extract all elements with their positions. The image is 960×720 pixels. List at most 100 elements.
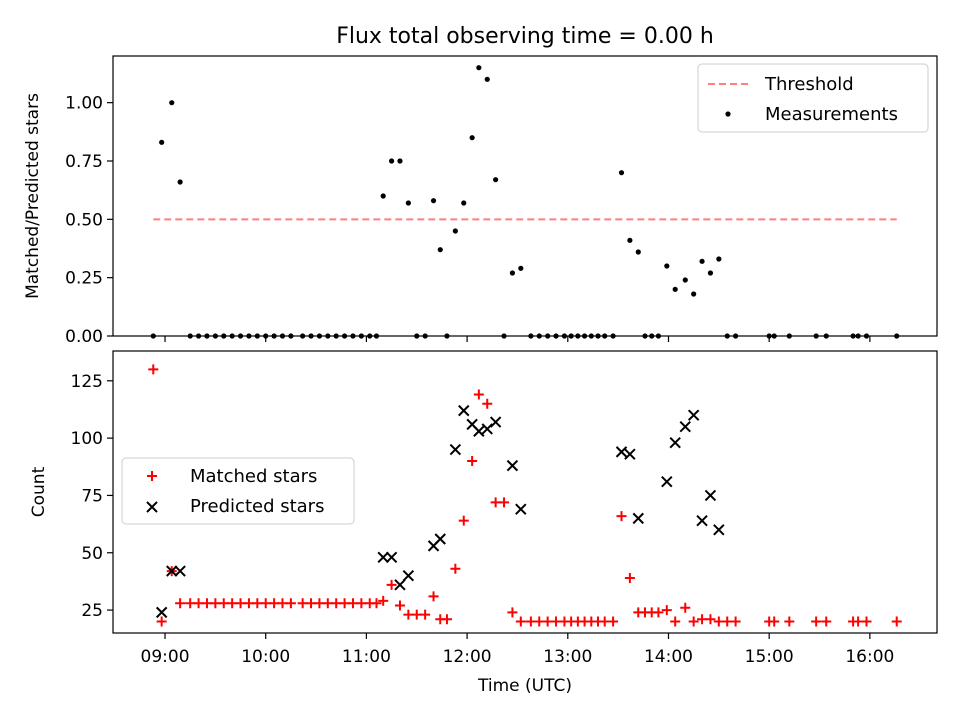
bottom-ytick-label: 50 [81,544,103,564]
measurement-point [177,179,183,185]
top-ytick-label: 0.00 [65,327,103,347]
matched-star-point [608,616,619,627]
matched-star-point [201,598,212,609]
predicted-star-point [704,489,717,502]
matched-star-point [713,616,724,627]
legend-matched-label: Matched stars [190,466,317,487]
bottom-ytick-label: 25 [81,601,103,621]
legend-measurements-label: Measurements [765,104,898,125]
bottom-ylabel: Count [29,466,49,517]
matched-star-point [403,609,414,620]
predicted-star-point [661,475,673,488]
predicted-star-point [515,503,527,515]
top-ytick-label: 0.50 [65,210,103,230]
legend-threshold-label: Threshold [764,74,854,95]
matched-star-point [534,616,545,627]
top-ytick-label: 0.25 [65,269,103,289]
top-panel: Flux total observing time = 0.00 h 0.00 0.… [23,24,938,347]
matched-star-point [331,598,342,609]
matched-star-point [688,616,699,627]
matched-star-point [861,616,872,627]
matched-star-point [347,598,358,609]
measurement-point [635,249,641,255]
predicted-star-point [166,565,178,577]
legend-box [121,457,355,525]
matched-star-point [542,616,553,627]
predicted-star-point [506,459,519,472]
measurement-point [518,265,524,271]
matched-star-point [378,595,389,606]
predicted-star-point [687,409,700,421]
matched-star-point [394,600,405,611]
matched-star-point [306,598,317,609]
xtick-label: 11:00 [342,647,391,667]
measurement-point [452,228,458,234]
x-axis-label: Time (UTC) [477,676,572,696]
matched-star-point [420,609,431,620]
matched-star-point [467,456,478,467]
matched-star-point [670,616,681,627]
predicted-star-point [713,524,725,536]
matched-star-point [339,598,350,609]
measurement-point [405,200,411,206]
bottom-ytick-label: 75 [81,486,103,506]
xtick-label: 09:00 [141,647,190,667]
matched-star-point [599,616,610,627]
matched-star-point [227,598,238,609]
bottom-legend: Matched stars Predicted stars [121,457,355,525]
measurement-point [618,170,625,176]
matched-star-point [490,497,501,508]
top-legend: Threshold Measurements [697,63,929,133]
top-ytick-label: 1.00 [65,94,103,114]
measurement-point [493,177,499,183]
predicted-star-point [449,443,462,456]
measurement-point [509,270,516,276]
matched-star-point [482,398,493,409]
matched-star-point [441,614,452,625]
matched-star-point [515,616,526,627]
matched-star-point [235,598,246,609]
matched-star-point [551,616,562,627]
predicted-star-point [632,512,644,525]
legend-predicted-label: Predicted stars [190,496,324,517]
bottom-ytick-label: 125 [71,372,103,392]
matched-star-point [821,616,832,627]
measurement-point [461,200,467,206]
predicted-star-point [402,569,415,582]
top-ylabel: Matched/Predicted stars [23,93,43,299]
matched-star-point [891,616,902,627]
measurement-point [716,256,722,262]
matched-star-point [680,602,691,613]
predicted-star-point [624,448,636,460]
matched-star-point [185,598,196,609]
measurement-point [169,100,175,106]
matched-star-point [386,579,397,590]
predicted-star-point [174,565,186,577]
predicted-star-point [696,514,708,527]
predicted-star-point [679,420,691,433]
xtick-label: 14:00 [644,647,693,667]
matched-star-point [285,598,296,609]
matched-star-point [853,616,864,627]
measurement-point [476,65,482,71]
legend-box [697,63,929,133]
chart-title: Flux total observing time = 0.00 h [336,24,714,49]
measurement-point [469,135,475,141]
bottom-plot-frame [112,350,938,634]
matched-star-point [697,614,708,625]
matched-star-point [428,591,439,602]
measurement-point [430,198,437,204]
measurement-point [484,76,490,82]
matched-star-point [730,616,741,627]
matched-star-point [769,616,780,627]
measurement-point [699,258,705,264]
xtick-label: 15:00 [745,647,794,667]
matched-star-point [277,598,288,609]
matched-star-point [473,389,484,400]
matched-star-point [499,497,510,508]
xtick-label: 12:00 [443,647,492,667]
predicted-star-point [377,551,389,564]
matched-star-point [371,598,382,609]
matched-star-point [616,511,627,522]
